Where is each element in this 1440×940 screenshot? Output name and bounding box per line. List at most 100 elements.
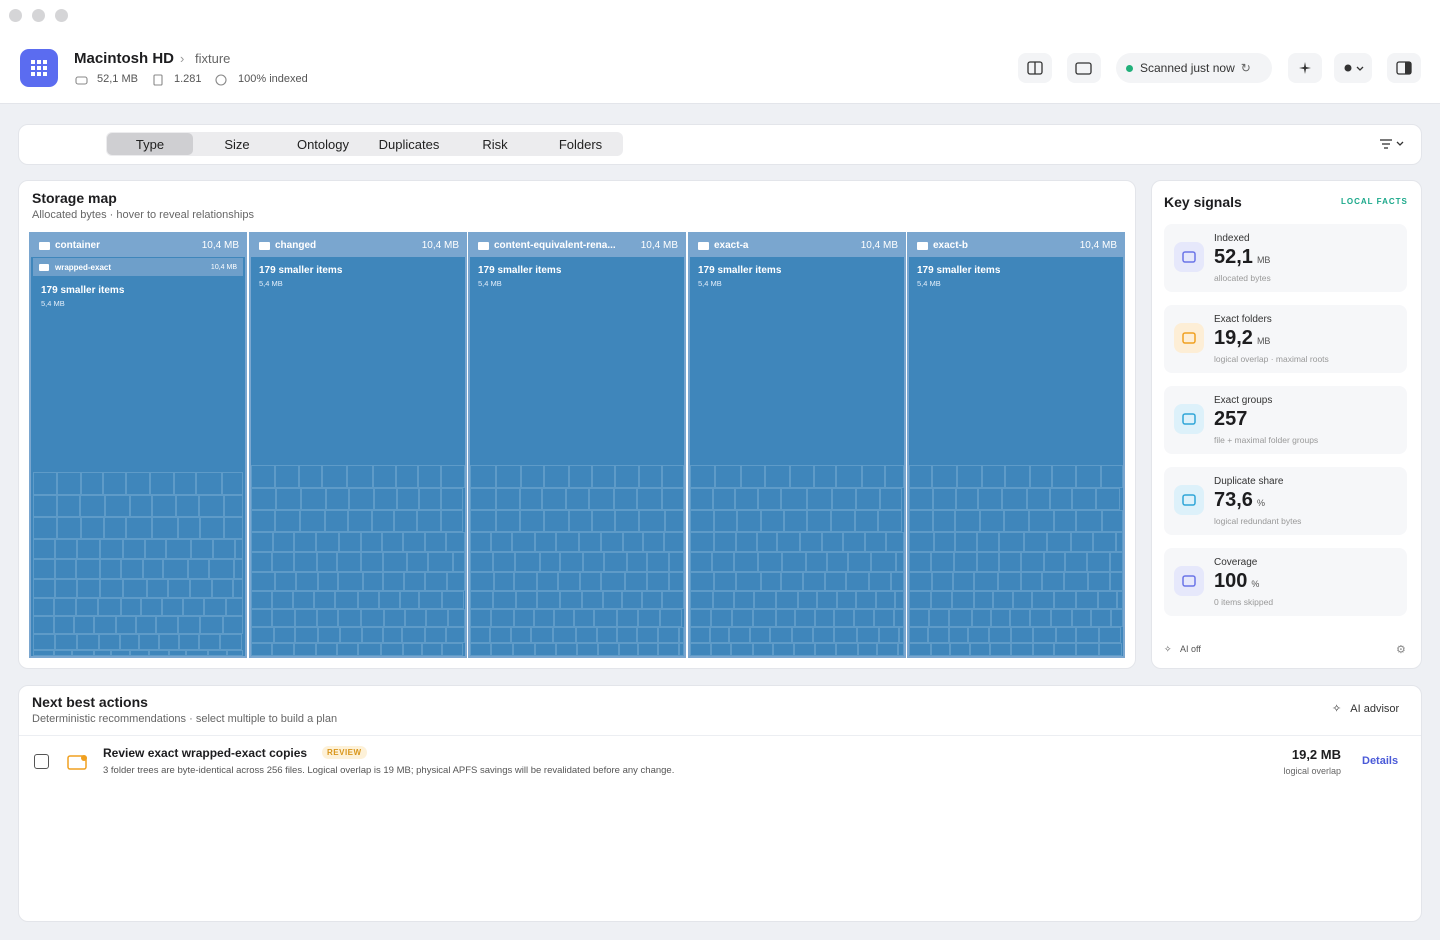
small-item-tile — [251, 626, 274, 644]
small-item-tile — [1030, 465, 1052, 488]
small-item-tile — [637, 488, 662, 511]
small-item-tile — [212, 579, 233, 598]
small-item-tile — [854, 609, 874, 627]
small-item-tile — [597, 626, 617, 644]
small-item-tile — [419, 591, 442, 610]
checkbox[interactable] — [34, 754, 49, 769]
small-item-tile — [741, 465, 765, 488]
filter-menu[interactable] — [1379, 138, 1407, 150]
folder-tile[interactable]: container 10,4 MB wrapped-exact 10,4 MB 179 … — [29, 232, 247, 658]
tab[interactable]: Folders — [558, 136, 603, 152]
small-item-tile — [953, 572, 974, 591]
details-link[interactable]: Details — [1362, 755, 1399, 767]
minimize-button[interactable] — [32, 9, 45, 22]
small-item-tile — [836, 465, 862, 488]
small-item-tile — [349, 488, 374, 511]
small-item-tile — [807, 510, 831, 532]
small-item-tile — [855, 510, 878, 532]
small-item-tile — [168, 650, 186, 656]
folder-tile[interactable]: exact-a 10,4 MB 179 smaller items 5,4 MB — [688, 232, 906, 658]
small-item-tile — [933, 510, 955, 532]
small-item-tile — [993, 591, 1013, 610]
small-item-tile — [795, 609, 815, 627]
small-item-tile — [442, 643, 463, 656]
signal-icon — [1174, 404, 1204, 434]
small-item-tile — [382, 531, 403, 553]
small-item-tile — [470, 488, 496, 511]
ai-button[interactable] — [1288, 53, 1322, 83]
small-item-tile — [190, 538, 213, 560]
tab[interactable]: Ontology — [296, 136, 350, 152]
small-item-tile — [761, 510, 784, 532]
summary-size: 5,4 MB — [698, 279, 722, 288]
small-item-tile — [781, 488, 807, 511]
small-item-tile — [470, 531, 491, 553]
small-item-tile — [1101, 465, 1123, 488]
small-item-tile — [317, 609, 338, 627]
scan-status[interactable]: Scanned just now ↻ — [1116, 53, 1272, 83]
small-item-tile — [418, 465, 441, 488]
folder-header: exact-a 10,4 MB — [690, 234, 904, 257]
small-item-tile — [362, 572, 383, 591]
small-item-tile — [589, 488, 614, 511]
volume-title: Macintosh HD — [74, 50, 175, 67]
small-item-tile — [426, 609, 448, 627]
small-item-tile — [57, 472, 81, 495]
ai-advisor-button[interactable]: ✧ AI advisor — [1332, 703, 1400, 715]
small-item-tile — [183, 598, 204, 617]
tab[interactable]: Size — [224, 136, 250, 152]
folder-tile[interactable]: content-equivalent-rena... 10,4 MB 179 sma… — [468, 232, 686, 658]
signal-note: file + maximal folder groups — [1214, 435, 1319, 445]
sidebar-button[interactable] — [1387, 53, 1421, 83]
tab[interactable]: Duplicates — [378, 136, 440, 152]
small-item-tile — [316, 643, 337, 656]
small-item-tile — [139, 633, 159, 651]
small-item-tile — [374, 488, 397, 511]
small-item-tile — [168, 579, 190, 598]
small-item-tile — [817, 591, 837, 610]
small-item-tile — [1109, 552, 1123, 572]
small-item-tile — [99, 633, 120, 651]
small-item-tile — [54, 616, 74, 634]
small-item-tile — [234, 538, 243, 560]
app-icon[interactable] — [20, 49, 58, 87]
small-item-tile — [690, 510, 714, 532]
zoom-button[interactable] — [55, 9, 68, 22]
small-item-tile — [885, 465, 904, 488]
folder-tile[interactable]: exact-b 10,4 MB 179 smaller items 5,4 MB — [907, 232, 1125, 658]
small-item-tile — [909, 572, 932, 591]
action-title: Review exact wrapped-exact copies — [103, 746, 308, 760]
small-item-tile — [446, 626, 465, 644]
tab[interactable]: Risk — [482, 136, 508, 152]
small-item-tile — [383, 552, 407, 572]
folder-tile[interactable]: changed 10,4 MB 179 smaller items 5,4 MB — [249, 232, 467, 658]
small-item-tile — [57, 517, 81, 539]
folder-name: container — [55, 240, 101, 251]
signal-card: Duplicate share 73,6% logical redundant by… — [1164, 467, 1407, 535]
small-item-tile — [639, 465, 662, 488]
small-item-tile — [909, 626, 928, 644]
summary-size: 5,4 MB — [478, 279, 502, 288]
small-item-tile — [856, 488, 880, 511]
small-item-tile — [1099, 626, 1121, 644]
small-item-tile — [668, 552, 684, 572]
small-item-tile — [1064, 552, 1087, 572]
small-item-tile — [1076, 465, 1101, 488]
theme-button[interactable] — [1334, 53, 1372, 83]
ai-status-text: AI off — [1180, 644, 1201, 654]
close-button[interactable] — [9, 9, 22, 22]
small-item-tile — [535, 643, 556, 656]
small-item-tile — [638, 609, 660, 627]
split-view-button[interactable] — [1018, 53, 1052, 83]
signal-value: 52,1 — [1214, 246, 1253, 268]
signal-value: 257 — [1214, 408, 1248, 430]
small-item-tile — [232, 579, 243, 598]
summary-label: 179 smaller items — [41, 285, 125, 296]
folder-button[interactable] — [1067, 53, 1101, 83]
breadcrumb[interactable]: fixture — [195, 51, 231, 66]
settings-button[interactable]: ⚙ — [1396, 644, 1406, 656]
small-item-tile — [396, 465, 418, 488]
small-item-tile — [496, 465, 521, 488]
tab[interactable]: Type — [135, 136, 165, 152]
small-item-tile — [622, 531, 643, 553]
